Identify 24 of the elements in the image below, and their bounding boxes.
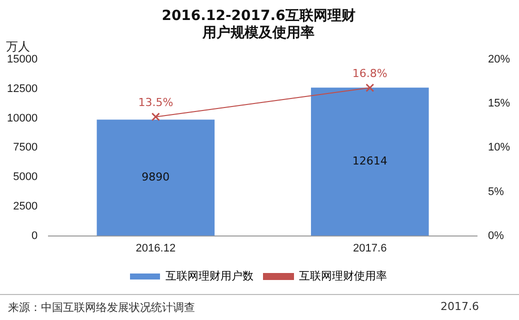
y2-tick-label: 0% bbox=[488, 230, 504, 242]
data-label: 13.5% bbox=[138, 96, 174, 110]
chart-subtitle: 用户规模及使用率 bbox=[202, 24, 314, 41]
y2-tick-label: 5% bbox=[488, 186, 504, 198]
y-tick-label: 0 bbox=[31, 230, 38, 242]
y-tick-label: 5000 bbox=[13, 171, 38, 184]
source-note: 来源：中国互联网络发展状况统计调查 bbox=[8, 300, 195, 315]
x-tick-label: 2016.12 bbox=[136, 242, 176, 254]
y-tick-label: 12500 bbox=[6, 83, 38, 95]
data-label: 12614 bbox=[352, 154, 388, 168]
y-axis-title: 万人 bbox=[6, 40, 30, 54]
chart-title: 2016.12-2017.6互联网理财 bbox=[162, 8, 356, 24]
y-tick-label: 10000 bbox=[6, 112, 38, 124]
text: 2017.6 bbox=[440, 300, 479, 313]
y-tick-label: 15000 bbox=[6, 54, 38, 66]
legend-label: 互联网理财用户数 bbox=[166, 270, 254, 283]
data-label: 16.8% bbox=[352, 67, 388, 80]
y-tick-label: 2500 bbox=[13, 200, 38, 212]
y2-tick-label: 20% bbox=[488, 54, 510, 66]
y2-tick-label: 15% bbox=[488, 98, 510, 110]
y-tick-label: 7500 bbox=[13, 142, 38, 154]
y2-tick-label: 10% bbox=[488, 142, 510, 154]
legend-label: 互联网理财使用率 bbox=[299, 270, 387, 283]
data-label: 9890 bbox=[142, 170, 170, 184]
